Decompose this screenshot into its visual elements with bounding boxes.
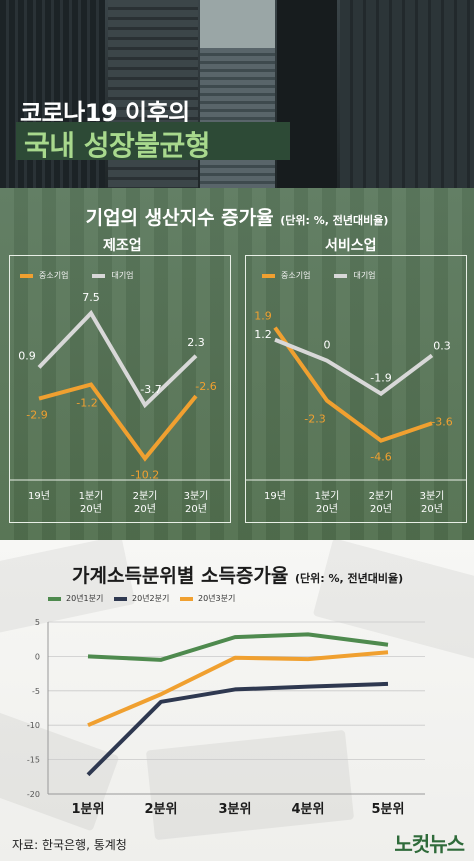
x-tick-label: 1분기 [79,490,104,502]
data-label: -3.7 [140,383,161,396]
data-label: -1.2 [76,397,97,410]
series-line [37,309,198,409]
y-tick-label: -10 [27,721,40,730]
section2-title-text: 가계소득분위별 소득증가율 [72,565,289,587]
data-label: -1.9 [370,372,391,385]
series-line [273,326,433,443]
x-tick-label: 2분기 [369,490,394,502]
building-image [200,48,275,188]
series-line [38,382,198,462]
x-tick-label: 3분위 [219,802,252,817]
legend-label-q2: 20년2분기 [132,594,170,603]
income-legend-item: 20년2분기 [114,593,169,604]
y-tick-label: 0 [35,652,40,661]
legend-swatch-large [334,273,348,278]
x-tick-label: 20년 [316,503,338,515]
x-tick-label: 20년 [134,503,156,515]
data-label: -2.6 [195,380,216,393]
legend-swatch-sme [262,273,275,278]
x-tick-label: 5분위 [372,802,405,817]
x-tick-label: 19년 [264,490,286,502]
y-tick-label: -15 [27,756,40,765]
income-chart: 5 0 -5 -10 -15 -20 1분위 2분위 3분위 4분위 5분위 [27,618,425,817]
header-title-highlight [16,122,290,160]
series-line [86,681,389,777]
header-photo [0,0,474,188]
x-tick-label: 1분기 [315,490,340,502]
data-label: -2.3 [304,413,325,426]
legend-swatch-q3 [180,596,193,601]
legend-swatch-large [92,273,106,278]
section1-unit: (단위: %, 전년대비율) [280,214,389,227]
legend-swatch-q1 [48,596,61,601]
y-tick-label: -20 [27,790,40,799]
legend-label-sme: 중소기업 [281,271,311,280]
series-line [87,632,389,662]
manufacturing-legend: 중소기업 대기업 [20,270,134,281]
legend-label-q1: 20년1분기 [66,594,104,603]
legend-label-large: 대기업 [353,271,376,280]
data-label: 1.9 [254,310,272,323]
x-tick-label: 20년 [370,503,392,515]
x-tick-label: 4분위 [292,802,325,817]
x-tick-label: 2분기 [133,490,158,502]
data-label: 0.9 [18,349,36,362]
section1-title: 기업의 생산지수 증가율 (단위: %, 전년대비율) [0,203,474,230]
brand-logo: 노컷뉴스 [394,832,465,856]
income-legend-item: 20년1분기 [48,593,103,604]
y-tick-label: -5 [32,687,40,696]
service-panel [245,255,467,523]
data-label: -3.6 [431,415,452,428]
x-tick-label: 19년 [28,490,50,502]
source-note: 자료: 한국은행, 통계청 [12,838,127,852]
data-label: 2.3 [187,336,205,349]
legend-swatch-sme [20,273,33,278]
building-image [340,0,474,188]
x-tick-label: 3분기 [420,490,445,502]
legend-label-large: 대기업 [111,271,134,280]
series-line [274,337,434,397]
manufacturing-panel [9,255,231,523]
data-label: -2.9 [26,409,47,422]
x-tick-label: 2분위 [145,802,178,817]
service-legend: 중소기업 대기업 [262,270,376,281]
data-label: 7.5 [82,291,100,304]
service-title: 서비스업 [325,238,377,254]
x-tick-label: 3분기 [184,490,209,502]
legend-swatch-q2 [114,596,127,601]
header-title-line2: 국내 성장불균형 [24,129,211,162]
manufacturing-title: 제조업 [103,238,142,254]
series-line [87,650,389,728]
sky-background [200,0,275,48]
legend-label-q3: 20년3분기 [198,594,236,603]
data-label: 0 [324,339,331,352]
data-label: -4.6 [370,451,391,464]
section2-unit: (단위: %, 전년대비율) [295,572,404,585]
data-label: 1.2 [254,328,272,341]
industry-section-background [0,188,474,540]
data-label: 0.3 [433,339,451,352]
income-section-background [0,540,474,861]
section1-title-text: 기업의 생산지수 증가율 [85,207,274,229]
x-tick-label: 20년 [421,503,443,515]
data-label: -10.2 [131,468,159,481]
x-tick-label: 20년 [185,503,207,515]
section2-title: 가계소득분위별 소득증가율 (단위: %, 전년대비율) [72,561,403,588]
income-legend-item: 20년3분기 [180,593,235,604]
y-tick-label: 5 [35,618,40,627]
legend-label-sme: 중소기업 [39,271,69,280]
x-tick-label: 20년 [80,503,102,515]
x-tick-label: 1분위 [72,802,105,817]
